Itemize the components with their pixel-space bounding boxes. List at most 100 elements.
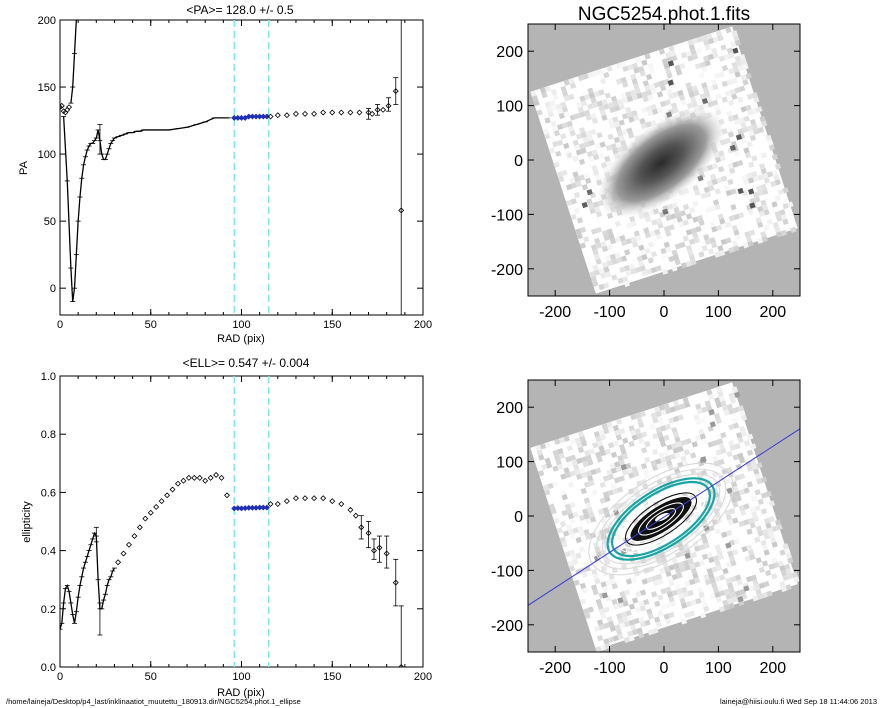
noise-pixel — [625, 578, 633, 585]
star — [613, 509, 620, 516]
noise-pixel — [563, 142, 570, 150]
noise-pixel — [734, 87, 741, 94]
noise-pixel — [693, 561, 701, 568]
noise-pixel — [731, 224, 739, 231]
noise-pixel — [731, 386, 738, 393]
noise-pixel — [715, 224, 723, 231]
noise-pixel — [631, 628, 639, 636]
noise-pixel — [763, 549, 770, 556]
noise-pixel — [680, 262, 688, 269]
y-tick-label: -200 — [491, 262, 523, 279]
pa-plot-area: 0 50 100 150 200 0 50 100 150 200 — [38, 15, 433, 331]
noise-pixel — [693, 577, 701, 584]
data-point — [392, 88, 399, 95]
x-tick-label: 100 — [705, 304, 732, 321]
noise-pixel — [774, 210, 781, 218]
noise-pixel — [612, 488, 619, 495]
noise-pixel — [753, 96, 760, 104]
noise-pixel — [693, 237, 700, 244]
noise-pixel — [638, 616, 645, 623]
noise-pixel — [588, 139, 595, 147]
noise-pixel — [712, 439, 719, 447]
noise-pixel — [701, 66, 708, 73]
noise-pixel — [560, 85, 567, 93]
noise-pixel — [685, 260, 692, 268]
x-tick-label: 100 — [232, 319, 250, 331]
noise-pixel — [555, 459, 562, 466]
noise-pixel — [740, 414, 748, 422]
noise-pixel — [716, 564, 723, 572]
noise-pixel — [663, 434, 670, 442]
noise-pixel — [755, 588, 762, 596]
noise-pixel — [787, 201, 794, 208]
noise-pixel — [692, 37, 699, 45]
noise-pixel — [568, 77, 575, 85]
noise-pixel — [547, 111, 554, 118]
noise-pixel — [617, 633, 624, 640]
noise-pixel — [555, 103, 562, 110]
noise-pixel — [677, 414, 684, 421]
noise-pixel — [596, 635, 604, 642]
noise-pixel — [732, 517, 739, 524]
noise-pixel — [765, 522, 772, 529]
noise-pixel — [628, 440, 635, 448]
noise-pixel — [631, 597, 639, 604]
noise-pixel — [737, 96, 744, 103]
noise-pixel — [544, 489, 551, 496]
noise-pixel — [761, 204, 769, 211]
noise-pixel — [603, 71, 610, 79]
noise-pixel — [612, 635, 620, 642]
noise-pixel — [565, 456, 572, 463]
noise-pixel — [742, 63, 749, 70]
noise-pixel — [609, 462, 616, 470]
noise-pixel — [625, 269, 632, 277]
data-point — [374, 106, 381, 113]
noise-pixel — [596, 100, 603, 107]
noise-pixel — [679, 241, 686, 248]
noise-pixel — [774, 163, 782, 170]
noise-pixel — [635, 235, 642, 242]
noise-pixel — [707, 248, 715, 255]
noise-pixel — [569, 454, 577, 461]
noise-pixel — [726, 582, 734, 589]
noise-pixel — [604, 448, 611, 455]
noise-pixel — [746, 465, 754, 472]
noise-pixel — [585, 454, 592, 461]
noise-pixel — [582, 508, 589, 515]
noise-pixel — [595, 646, 602, 652]
noise-pixel — [695, 47, 702, 54]
noise-pixel — [766, 590, 773, 597]
noise-pixel — [682, 559, 690, 567]
noise-pixel — [655, 233, 663, 240]
noise-pixel — [556, 139, 564, 146]
noise-pixel — [591, 489, 598, 496]
noise-pixel — [714, 560, 721, 567]
noise-pixel — [595, 435, 602, 443]
noise-pixel — [585, 517, 592, 525]
noise-pixel — [633, 617, 640, 625]
data-point — [292, 110, 299, 117]
x-tick-label: -100 — [594, 660, 626, 677]
noise-pixel — [642, 80, 649, 87]
noise-pixel — [611, 582, 618, 590]
noise-pixel — [690, 567, 697, 575]
noise-pixel — [704, 400, 711, 407]
noise-pixel — [704, 238, 712, 246]
noise-pixel — [654, 228, 661, 236]
noise-pixel — [586, 506, 594, 514]
noise-pixel — [614, 429, 621, 436]
noise-pixel — [613, 477, 621, 484]
noise-pixel — [733, 245, 740, 252]
noise-pixel — [707, 37, 715, 45]
noise-pixel — [622, 65, 629, 73]
noise-pixel — [730, 591, 737, 599]
noise-pixel — [780, 585, 787, 593]
noise-pixel — [665, 230, 672, 237]
noise-pixel — [663, 62, 670, 70]
noise-pixel — [746, 109, 754, 116]
data-marks — [60, 471, 405, 667]
noise-pixel — [790, 226, 797, 234]
noise-pixel — [723, 604, 730, 611]
noise-pixel — [609, 625, 616, 632]
noise-pixel — [620, 611, 628, 618]
